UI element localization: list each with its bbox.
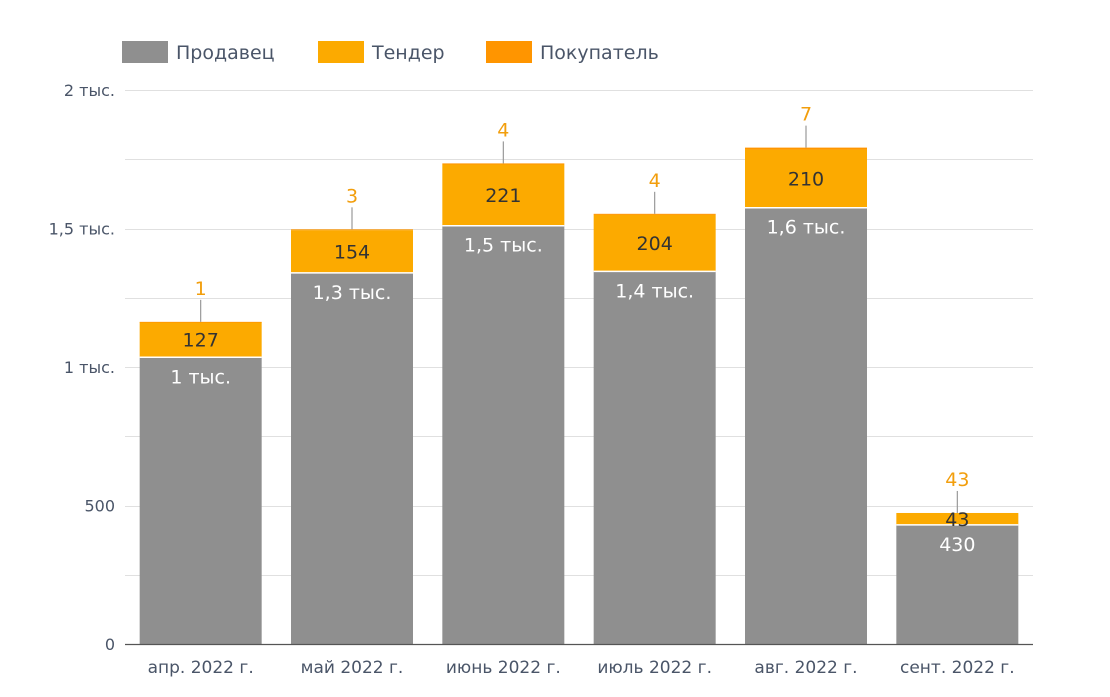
bar-segment-0: [896, 524, 1019, 644]
bar-segment-0: [442, 225, 565, 645]
bar-segment-2: [593, 213, 716, 215]
bar-segment-0: [593, 271, 716, 644]
label-buyer: 7: [800, 104, 812, 126]
bar-segment-1: [139, 322, 262, 358]
legend-swatch-2: [486, 41, 532, 63]
label-seller: 1 тыс.: [170, 366, 231, 388]
label-seller: 1,3 тыс.: [313, 282, 392, 304]
legend-swatch-1: [318, 41, 364, 63]
x-tick-label: июнь 2022 г.: [446, 658, 561, 678]
legend-swatch-0: [122, 41, 168, 63]
label-seller: 1,4 тыс.: [615, 280, 694, 302]
bar-segment-1: [896, 512, 1019, 525]
label-buyer: 3: [346, 185, 358, 207]
x-tick-label: авг. 2022 г.: [754, 658, 857, 678]
bar-segment-0: [139, 357, 262, 644]
label-tender: 210: [788, 169, 824, 191]
x-tick-label: май 2022 г.: [301, 658, 404, 678]
label-buyer: 1: [195, 278, 207, 300]
legend-label-2: Покупатель: [540, 42, 659, 64]
label-seller: 1,6 тыс.: [767, 217, 846, 239]
y-tick-label: 1,5 тыс.: [49, 220, 115, 239]
data-labels: 1 тыс. 127 1 1,3 тыс. 154 3 1,5 тыс. 221 4 1,4 ты…: [170, 104, 975, 556]
label-buyer: 4: [497, 119, 509, 141]
y-tick-label: 1 тыс.: [64, 358, 115, 377]
bar-segment-2: [139, 321, 262, 323]
label-buyer: 43: [945, 469, 969, 491]
y-tick-label: 2 тыс.: [64, 81, 115, 100]
label-tender: 221: [485, 185, 521, 207]
x-axis: апр. 2022 г. май 2022 г. июнь 2022 г. июль …: [125, 643, 1033, 678]
legend-label-1: Тендер: [371, 42, 445, 64]
bar-segment-2: [745, 147, 867, 150]
bar-segment-1: [442, 164, 565, 226]
label-tender: 204: [637, 233, 673, 255]
bar-segment-1: [593, 214, 716, 272]
bar-segment-0: [291, 272, 413, 644]
bar-segment-2: [291, 229, 413, 231]
bar-segment-0: [745, 207, 867, 644]
bar-segment-1: [745, 149, 867, 208]
y-tick-label: 0: [105, 635, 115, 654]
bar-segment-1: [291, 230, 413, 273]
y-tick-label: 500: [84, 497, 115, 516]
bars: [139, 147, 1019, 645]
grid: [125, 90, 1033, 576]
label-seller: 1,5 тыс.: [464, 235, 543, 257]
label-buyer: 4: [649, 170, 661, 192]
x-tick-label: июль 2022 г.: [597, 658, 712, 678]
legend-label-0: Продавец: [176, 42, 275, 64]
label-tender: 43: [945, 509, 969, 531]
label-tender: 154: [334, 241, 370, 263]
legend: Продавец Тендер Покупатель: [122, 41, 659, 64]
x-tick-label: апр. 2022 г.: [148, 658, 254, 678]
label-tender: 127: [183, 330, 219, 352]
y-axis: 0 500 1 тыс. 1,5 тыс. 2 тыс.: [49, 81, 115, 654]
bar-segment-2: [442, 163, 565, 165]
x-tick-label: сент. 2022 г.: [900, 658, 1015, 678]
label-seller: 430: [939, 534, 975, 556]
